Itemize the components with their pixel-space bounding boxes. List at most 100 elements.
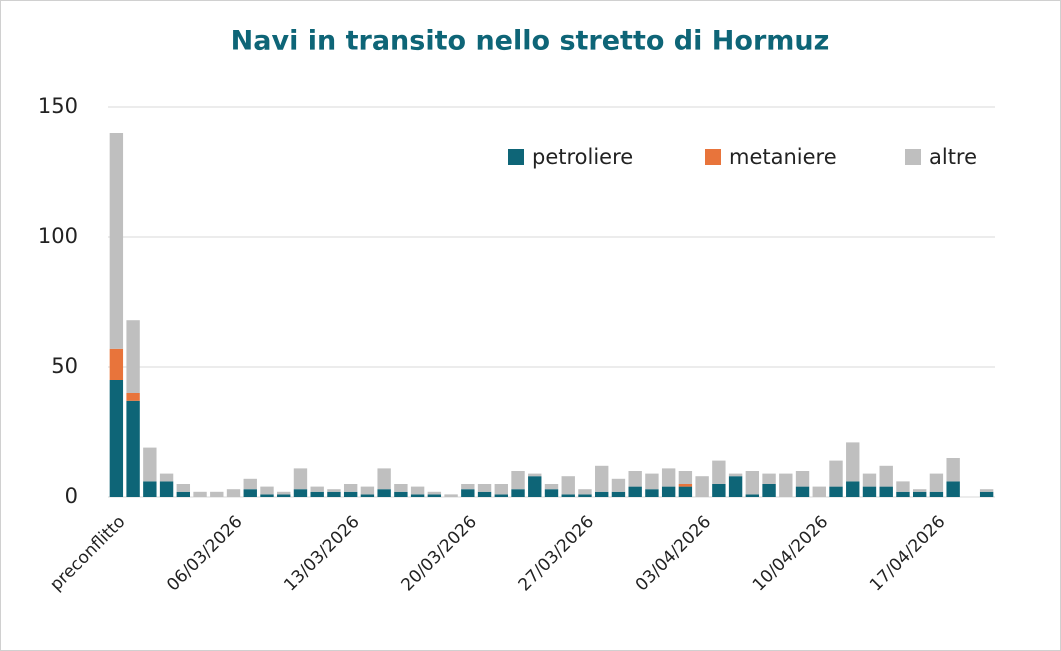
bar-segment [461, 484, 475, 490]
y-tick-label: 0 [65, 484, 78, 508]
bar-segment [912, 491, 927, 497]
legend-label: petroliere [532, 145, 633, 169]
bar-segment [678, 486, 693, 497]
bar-segment [511, 471, 525, 490]
bar-segment [829, 460, 843, 487]
bar-segment [377, 468, 391, 490]
legend-label: altre [929, 145, 977, 169]
bar-segment [745, 494, 760, 497]
bar-segment [829, 486, 843, 497]
bar-segment [595, 465, 609, 492]
bar-segment [360, 494, 375, 497]
bar-segment [812, 486, 826, 497]
bar-segment [394, 491, 408, 497]
bar-segment [528, 473, 542, 477]
bar-segment [109, 348, 124, 380]
bar-segment [159, 473, 174, 482]
bar-segment [862, 486, 877, 497]
bar-segment [929, 491, 944, 497]
bar-segment [896, 491, 910, 497]
y-tick-label: 100 [38, 224, 78, 248]
bar-segment [611, 491, 626, 497]
bar-segment [277, 491, 291, 495]
legend-swatch [705, 149, 721, 165]
bar-segment [360, 486, 375, 495]
bar-segment [645, 489, 659, 497]
bar-segment [444, 494, 458, 497]
bar-segment [728, 476, 743, 497]
bar-segment [896, 481, 910, 492]
bar-segment [879, 465, 893, 487]
bar-segment [226, 489, 241, 497]
bar-segment [678, 471, 693, 484]
legend-swatch [508, 149, 524, 165]
bar-segment [979, 489, 994, 492]
bar-segment [109, 133, 124, 349]
bar-segment [494, 484, 508, 495]
bar-segment [410, 486, 425, 495]
bar-segment [327, 489, 341, 492]
bar-segment [126, 400, 140, 497]
bar-segment [143, 447, 157, 482]
bar-segment [277, 494, 291, 497]
chart-title: Navi in transito nello stretto di Hormuz [231, 26, 830, 57]
bar-segment [243, 489, 257, 497]
bar-segment [628, 486, 642, 497]
bar-segment [946, 458, 960, 482]
bar-segment [176, 491, 191, 497]
bar-segment [210, 491, 224, 497]
bar-segment [611, 478, 626, 492]
bar-segment [410, 494, 425, 497]
bar-segment [427, 491, 442, 495]
bar-segment [762, 484, 776, 497]
legend-swatch [905, 149, 921, 165]
bar-segment [126, 393, 140, 401]
bar-segment [728, 473, 743, 477]
bar-segment [327, 491, 341, 497]
bar-segment [678, 484, 693, 487]
bar-segment [310, 491, 324, 497]
bar-segment [578, 494, 592, 497]
bar-segment [661, 486, 676, 497]
bar-segment [946, 481, 960, 497]
bar-segment [477, 491, 492, 497]
bar-segment [343, 491, 358, 497]
bar-segment [343, 484, 358, 492]
bar-segment [862, 473, 877, 487]
bar-segment [176, 484, 191, 492]
bar-segment [143, 481, 157, 497]
bar-segment [193, 491, 207, 497]
bar-segment [795, 471, 810, 487]
legend-label: metaniere [729, 145, 837, 169]
bar-segment [293, 489, 308, 497]
bar-segment [494, 494, 508, 497]
bar-segment [109, 380, 124, 497]
y-tick-label: 50 [51, 354, 78, 378]
bar-segment [528, 476, 542, 497]
bar-segment [846, 481, 860, 497]
y-tick-label: 150 [38, 94, 78, 118]
bar-segment [561, 494, 575, 497]
bar-segment [929, 473, 944, 492]
bar-segment [661, 468, 676, 487]
bar-segment [712, 484, 726, 497]
bar-segment [477, 484, 492, 492]
bar-segment [260, 494, 274, 497]
bar-segment [427, 494, 442, 497]
bar-segment [310, 486, 324, 492]
bar-segment [561, 476, 575, 495]
bar-segment [159, 481, 174, 497]
bar-segment [595, 491, 609, 497]
bar-segment [394, 484, 408, 492]
bar-segment [979, 491, 994, 497]
bar-segment [779, 473, 793, 497]
bar-segment [544, 484, 559, 490]
bar-segment [243, 478, 257, 490]
bar-segment [846, 442, 860, 482]
bar-segment [795, 486, 810, 497]
bar-segment [879, 486, 893, 497]
bar-segment [745, 471, 760, 495]
bar-segment [628, 471, 642, 487]
